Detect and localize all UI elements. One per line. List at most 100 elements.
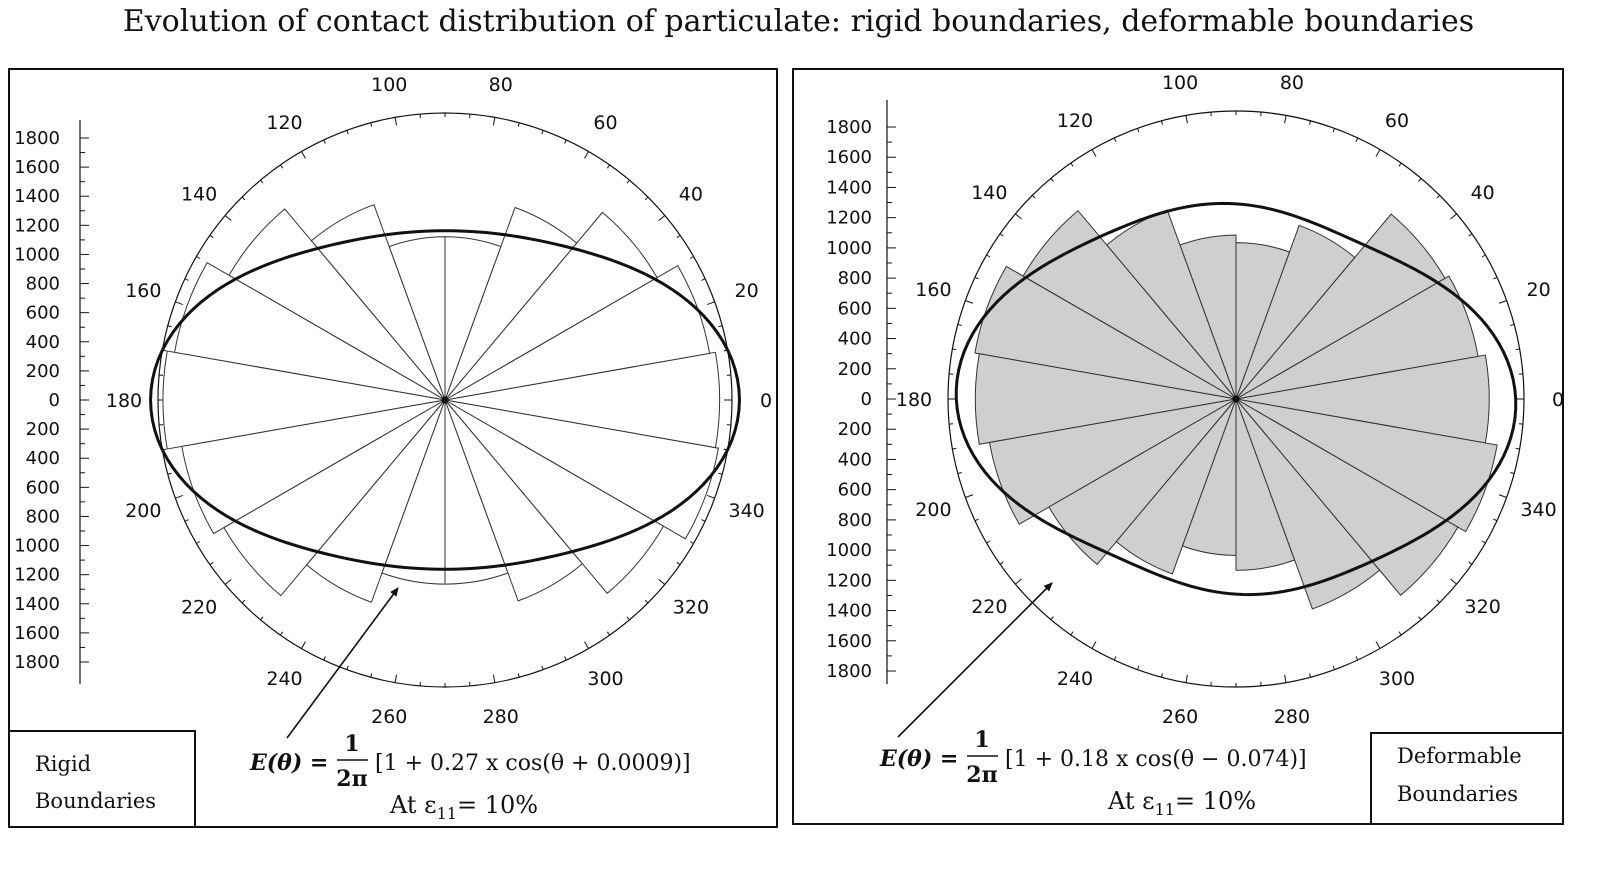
radial-tick-label: 200: [838, 359, 872, 380]
fit-equation-deformable: E(θ) = 1 2π [1 + 0.18 x cos(θ − 0.074)]: [879, 727, 1307, 788]
angle-label: 260: [371, 706, 407, 728]
angle-tick: [718, 325, 723, 328]
angle-label: 120: [1057, 110, 1093, 132]
angle-label: 340: [1520, 499, 1556, 521]
angle-tick: [1481, 254, 1486, 258]
radial-tick-label: 1200: [14, 565, 60, 586]
angle-tick: [606, 164, 611, 169]
fit-eq-den-deformable: 2π: [966, 762, 997, 788]
angle-tick: [999, 561, 1004, 565]
angle-label: 0: [760, 390, 772, 412]
angle-tick: [394, 117, 398, 126]
angle-tick: [1398, 631, 1402, 636]
angle-tick: [1355, 656, 1359, 661]
angle-tick: [1481, 540, 1486, 544]
angle-tick: [1436, 194, 1441, 199]
strain-note-deformable: At ε11= 10%: [1107, 787, 1256, 819]
center-point: [441, 396, 449, 404]
angle-tick: [1355, 137, 1359, 142]
rose-sector: [305, 399, 446, 603]
radial-tick-label: 1400: [826, 177, 872, 198]
angle-tick: [1185, 674, 1188, 683]
angle-tick: [1284, 115, 1287, 124]
angle-tick: [564, 139, 567, 144]
angle-tick: [1137, 665, 1140, 670]
panel-deformable-frame: [792, 68, 1564, 825]
angle-tick: [658, 215, 666, 222]
angle-tick: [1375, 641, 1381, 649]
angle-tick: [1160, 120, 1163, 125]
angle-label: 300: [1379, 668, 1415, 690]
angle-tick: [606, 631, 611, 636]
panel-deformable: 1800160014001200100080060040020002004006…: [792, 68, 1564, 825]
radial-tick-label: 400: [26, 332, 60, 353]
fit-eq-lhs-deformable: E(θ) =: [879, 746, 958, 772]
angle-label: 60: [1385, 110, 1409, 132]
angle-label: 260: [1162, 706, 1198, 728]
angle-tick: [986, 254, 991, 258]
angle-tick: [209, 234, 214, 239]
radial-tick-label: 1400: [14, 186, 60, 207]
panel-label-deformable-line2: Boundaries: [1397, 782, 1518, 806]
angle-tick: [1137, 128, 1140, 133]
svg-text:At ε11= 10%: At ε11= 10%: [389, 791, 538, 823]
strain-note-sub-rigid: 11: [437, 804, 457, 823]
angle-label: 220: [181, 596, 217, 618]
angle-tick: [1450, 578, 1457, 585]
radial-tick-label: 1800: [826, 661, 872, 682]
angle-tick: [224, 578, 232, 585]
angle-tick: [541, 130, 544, 135]
angle-tick: [541, 665, 544, 670]
fit-eq-num-deformable: 1: [974, 727, 989, 753]
radial-tick-label: 800: [26, 506, 60, 527]
angle-tick: [707, 301, 715, 306]
angle-label: 80: [489, 74, 513, 96]
angle-tick: [952, 348, 957, 351]
angle-tick: [1091, 641, 1097, 649]
angle-tick: [517, 673, 520, 678]
fit-curve: [954, 201, 1518, 597]
strain-note-sub-deformable: 11: [1155, 800, 1175, 819]
angle-tick: [1436, 599, 1441, 604]
angle-tick: [196, 541, 201, 544]
angle-tick: [626, 616, 630, 621]
angle-label: 340: [729, 500, 765, 522]
radial-tick-label: 1000: [826, 540, 872, 561]
angle-tick: [370, 122, 373, 127]
angle-tick: [626, 179, 630, 184]
angle-tick: [584, 151, 589, 159]
radial-tick-label: 800: [838, 268, 872, 289]
angle-tick: [957, 323, 962, 326]
angle-tick: [323, 139, 326, 144]
angle-tick: [1284, 674, 1287, 683]
angle-tick: [260, 179, 264, 184]
angle-tick: [346, 130, 349, 135]
radial-tick-label: 800: [26, 274, 60, 295]
rose-sector: [974, 265, 1237, 400]
angle-tick: [1015, 213, 1022, 220]
angle-tick: [1418, 178, 1422, 182]
radial-tick-label: 400: [26, 448, 60, 469]
center-point: [1232, 395, 1240, 403]
angle-tick: [196, 256, 201, 259]
angle-tick: [184, 278, 189, 281]
angle-tick: [279, 631, 284, 636]
radial-tick-label: 1000: [14, 536, 60, 557]
angle-tick: [952, 447, 957, 450]
annotation-arrow-deformable: [897, 582, 1053, 738]
radial-axis-rigid: 1800 1600 1400 1200 1000 800 600 400 200 0 200 400 6…: [14, 120, 89, 684]
angle-tick: [1070, 162, 1074, 167]
fit-eq-num-rigid: 1: [344, 731, 359, 757]
strain-note-prefix-deformable: At ε: [1107, 787, 1155, 815]
angle-tick: [1498, 494, 1507, 498]
strain-note-suffix-rigid: = 10%: [457, 791, 538, 819]
angle-tick: [241, 196, 246, 201]
angle-tick: [301, 641, 306, 649]
fit-eq-rhs-rigid: [1 + 0.27 x cos(θ + 0.0009)]: [375, 751, 691, 776]
angle-tick: [492, 674, 496, 683]
angle-tick: [1070, 631, 1074, 636]
angle-tick: [644, 196, 649, 201]
angle-tick: [1031, 194, 1036, 199]
angle-tick: [260, 616, 264, 621]
rose-plot-deformable: 0 20 40 60 80 100 120 140 160 180 200 220 240 260 280 3…: [896, 72, 1564, 728]
